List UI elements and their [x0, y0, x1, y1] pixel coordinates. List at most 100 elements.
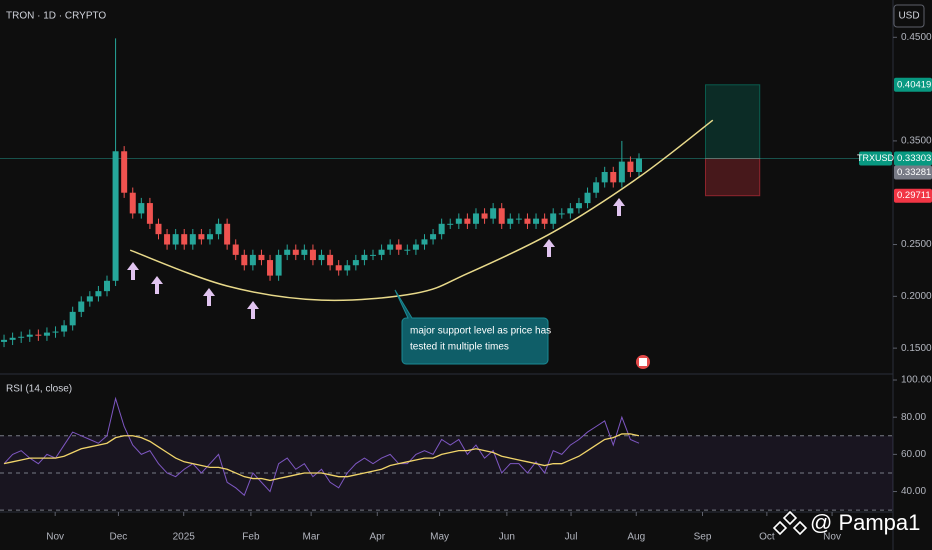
arrow [247, 301, 259, 319]
candle-body [601, 171, 608, 183]
candle-body [455, 218, 462, 224]
candle-body [78, 301, 85, 312]
candle-body [249, 254, 256, 266]
target-label: 0.40419 [897, 79, 931, 90]
candle-body [267, 260, 274, 276]
candle-body [52, 331, 59, 333]
arrow [613, 198, 625, 216]
y-tick-label: 100.00 [901, 375, 932, 386]
last-price-label-bg [894, 151, 932, 166]
rsi-line [3, 396, 640, 497]
candle-body [43, 332, 50, 336]
candle-body [9, 337, 16, 340]
candle-body [309, 249, 316, 261]
x-tick-label: Oct [759, 532, 775, 543]
candle-body [636, 158, 643, 172]
candle-body [112, 151, 119, 281]
annotation-line: major support level as price has [410, 326, 551, 337]
candle-body [610, 171, 617, 183]
candle-body [438, 223, 445, 235]
candle-body [618, 161, 625, 183]
prev-close-label: 0.33281 [897, 167, 931, 178]
arrow [151, 276, 163, 294]
candle-body [181, 234, 188, 245]
event-flag [639, 358, 647, 366]
stop-label-bg [894, 188, 932, 203]
candle-body [361, 254, 368, 261]
stop-zone [705, 157, 761, 197]
candle-body [515, 218, 522, 220]
candle-body [412, 244, 419, 250]
x-tick-label: Nov [46, 532, 64, 543]
currency[interactable]: USD [898, 11, 919, 22]
symbol-title: TRON · 1D · CRYPTO [6, 11, 106, 22]
candle-body [215, 223, 222, 235]
candle-body [275, 254, 282, 276]
x-tick-label: Feb [242, 532, 260, 543]
candle-body [284, 249, 291, 255]
candle-body [627, 161, 634, 172]
candle-body [35, 334, 42, 336]
candle-body [490, 208, 497, 219]
candle-body [370, 254, 377, 256]
candle-body [318, 254, 325, 261]
candle-body [464, 218, 471, 224]
candle-body [121, 151, 128, 193]
candle-body [224, 223, 231, 245]
prev-close-label-bg [894, 165, 932, 180]
candle-body [206, 234, 213, 240]
candle-body [138, 203, 145, 214]
y-tick-label: 40.00 [901, 486, 926, 497]
candle-body [567, 208, 574, 214]
watermark-icon [772, 510, 808, 536]
candle-body [575, 203, 582, 209]
candle-body [18, 336, 25, 338]
candle-body [387, 244, 394, 250]
y-tick-label: 60.00 [901, 449, 926, 460]
candle-body [524, 218, 531, 224]
x-tick-label: Dec [110, 532, 128, 543]
candle-body [198, 234, 205, 240]
candle-body [95, 291, 102, 297]
candle-body [472, 213, 479, 224]
candle-body [378, 249, 385, 255]
x-tick-label: Sep [694, 532, 712, 543]
x-tick-label: May [430, 532, 449, 543]
candle-body [189, 234, 196, 245]
candle-body [507, 218, 514, 224]
candle-body [146, 203, 153, 224]
candle-body [26, 334, 33, 337]
annotation-line: tested it multiple times [410, 342, 509, 353]
arrow [127, 262, 139, 280]
arrow [543, 239, 555, 257]
candle-body [327, 254, 334, 266]
support-curve [129, 119, 714, 302]
candle-body [584, 192, 591, 204]
annotation-box [394, 289, 549, 365]
y-tick-label: 0.45000 [901, 32, 932, 43]
candle-body [550, 213, 557, 224]
candle-body [129, 192, 136, 214]
candle-body [430, 234, 437, 240]
x-tick-label: Jun [499, 532, 515, 543]
rsi-title: RSI (14, close) [6, 384, 72, 395]
x-tick-label: Nov [823, 532, 841, 543]
candle-body [447, 223, 454, 225]
candle-body [344, 265, 351, 271]
candle-body [593, 182, 600, 193]
x-tick-label: Apr [370, 532, 386, 543]
watermark: @ Pampa1 [810, 510, 920, 535]
x-tick-label: 2025 [173, 532, 196, 543]
candle-body [69, 311, 76, 326]
candle-body [232, 244, 239, 255]
rsi-line [3, 433, 640, 482]
arrow [203, 288, 215, 306]
currency-button[interactable] [893, 4, 925, 28]
candle-body [533, 218, 540, 224]
candle-body [61, 325, 68, 332]
